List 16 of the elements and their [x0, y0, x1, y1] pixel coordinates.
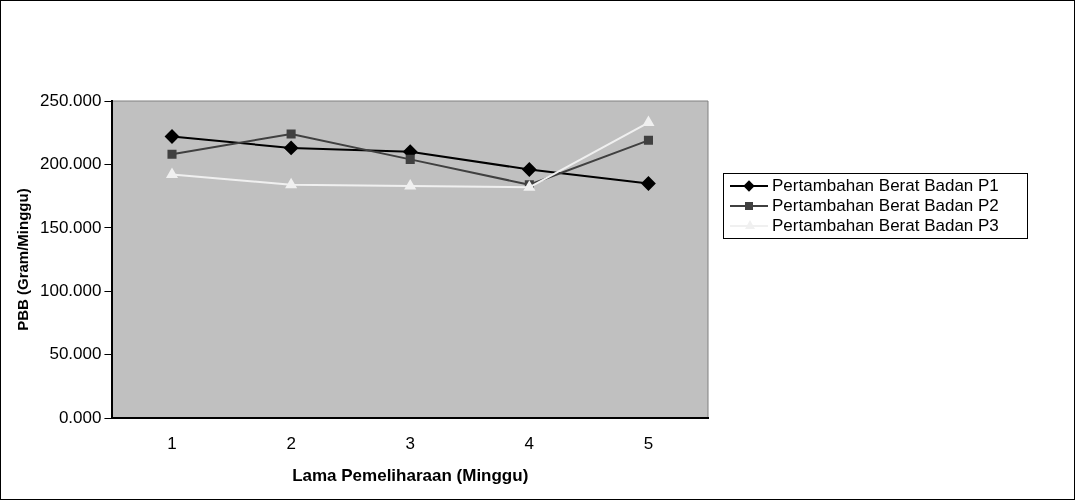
x-tick-label: 4: [524, 434, 535, 454]
y-axis-title: PBB (Gram/Minggu): [14, 188, 32, 331]
x-tick-label: 3: [405, 434, 415, 454]
legend-label: Pertambahan Berat Badan P2: [772, 196, 999, 216]
y-tick-label: 250.000: [40, 90, 102, 110]
x-axis-title: Lama Pemeliharaan (Minggu): [292, 466, 529, 486]
x-tick-label: 2: [286, 434, 296, 454]
y-tick-label: 200.000: [40, 154, 102, 174]
y-tick-label: 100.000: [40, 281, 102, 301]
x-tick-label: 1: [167, 434, 177, 454]
x-tick-label: 5: [643, 434, 654, 454]
legend-label: Pertambahan Berat Badan P1: [772, 176, 999, 196]
y-tick-label: 50.000: [49, 344, 102, 364]
legend-label: Pertambahan Berat Badan P3: [772, 216, 999, 236]
y-tick-label: 150.000: [40, 217, 102, 237]
y-tick-label: 0.000: [58, 407, 102, 427]
